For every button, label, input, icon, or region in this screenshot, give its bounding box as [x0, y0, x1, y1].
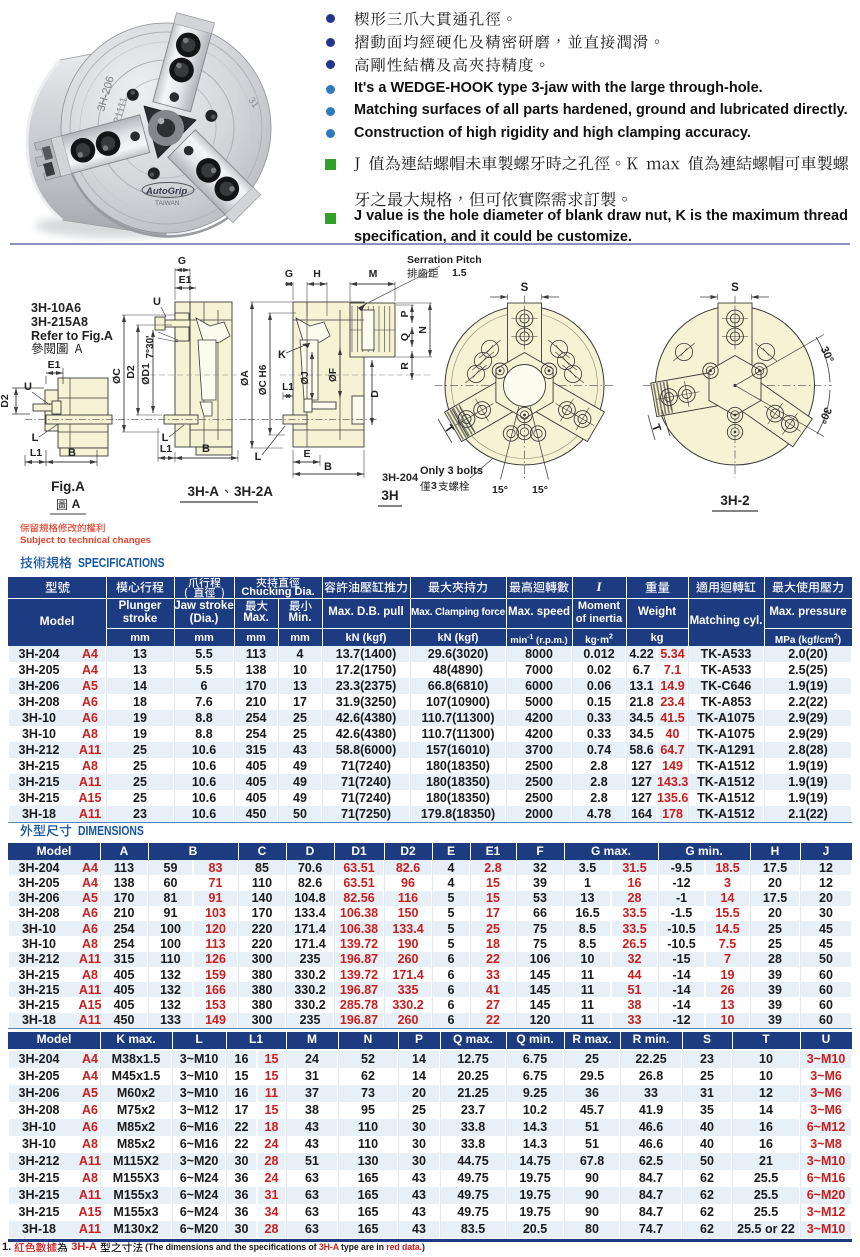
svg-text:M: M [369, 268, 378, 280]
svg-text:3H-2A: 3H-2A [234, 484, 273, 499]
svg-text:ØC H6: ØC H6 [258, 364, 269, 395]
svg-text:L: L [32, 432, 39, 444]
svg-text:B: B [324, 461, 332, 473]
svg-text:3H-A: 3H-A [187, 484, 219, 499]
svg-text:R: R [399, 362, 411, 370]
svg-text:E: E [303, 448, 310, 460]
svg-text:N: N [417, 326, 429, 334]
svg-text:D2: D2 [0, 394, 11, 408]
svg-text:TAIWAN: TAIWAN [155, 200, 180, 207]
svg-text:3H-215A8: 3H-215A8 [31, 315, 88, 329]
svg-text:Fig.A: Fig.A [51, 479, 85, 494]
svg-text:E1: E1 [48, 359, 61, 371]
svg-text:ØD1: ØD1 [140, 363, 152, 385]
svg-text:D2: D2 [125, 365, 137, 379]
svg-text:T: T [442, 423, 456, 436]
svg-text:ØF: ØF [328, 368, 339, 382]
svg-text:ØA: ØA [239, 370, 251, 386]
svg-text:Refer to Fig.A: Refer to Fig.A [31, 329, 113, 343]
svg-text:3H-204: 3H-204 [382, 472, 419, 484]
svg-text:L1: L1 [30, 447, 42, 459]
svg-text:L1: L1 [282, 382, 294, 393]
svg-text:ØC: ØC [111, 368, 123, 384]
svg-text:B: B [202, 443, 210, 455]
svg-text:Serration Pitch: Serration Pitch [407, 254, 482, 266]
svg-text:K: K [278, 349, 286, 361]
svg-text:L: L [162, 432, 169, 444]
svg-text:T: T [649, 423, 663, 434]
svg-text:L1: L1 [160, 443, 172, 455]
svg-text:S: S [731, 282, 739, 294]
svg-text:S: S [521, 282, 529, 294]
svg-text:Q: Q [399, 333, 411, 341]
svg-text:D: D [369, 390, 381, 398]
svg-text:U: U [153, 296, 161, 308]
svg-text:3: 3 [431, 480, 437, 492]
svg-text:1.5: 1.5 [452, 267, 467, 279]
svg-text:7°30': 7°30' [145, 335, 156, 358]
svg-text:AutoGrip: AutoGrip [145, 186, 187, 197]
svg-text:30°: 30° [818, 345, 836, 365]
svg-text:E1: E1 [179, 274, 192, 286]
svg-text:P: P [399, 310, 411, 317]
svg-text:U: U [24, 381, 32, 393]
svg-text:15°: 15° [532, 484, 548, 496]
svg-text:G: G [285, 268, 293, 280]
svg-text:15°: 15° [492, 484, 508, 496]
svg-text:G: G [178, 255, 186, 267]
svg-text:L: L [255, 451, 262, 463]
svg-text:A: A [72, 497, 81, 511]
svg-text:H: H [313, 268, 321, 280]
svg-text:ØJ: ØJ [300, 371, 311, 384]
svg-text:B: B [68, 447, 76, 459]
svg-text:3H-2: 3H-2 [720, 493, 749, 508]
svg-text:30°: 30° [816, 405, 834, 425]
svg-text:3H-10A6: 3H-10A6 [31, 301, 81, 315]
svg-text:31: 31 [246, 95, 261, 110]
svg-text:3H: 3H [381, 488, 398, 503]
svg-text:Only 3 bolts: Only 3 bolts [420, 465, 483, 477]
